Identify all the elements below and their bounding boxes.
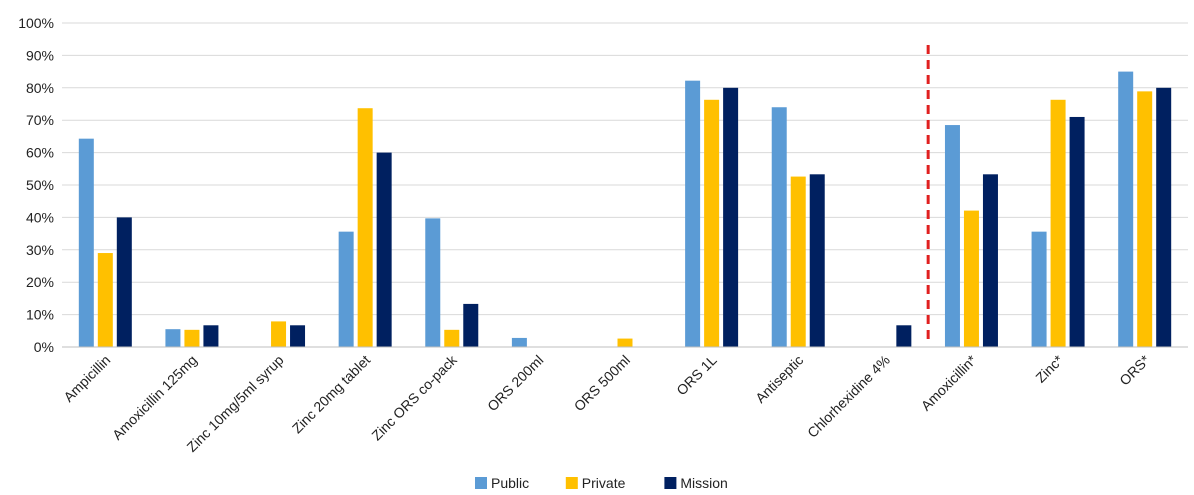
- y-tick-label: 10%: [26, 307, 54, 323]
- y-tick-label: 30%: [26, 242, 54, 258]
- bar-mission: [896, 325, 912, 347]
- x-tick-label: Zinc*: [1032, 351, 1066, 385]
- bar-mission: [203, 325, 219, 347]
- bar-public: [511, 337, 527, 347]
- bar-private: [1137, 91, 1153, 347]
- bar-public: [165, 329, 181, 347]
- y-tick-label: 0%: [34, 339, 54, 355]
- x-tick-label: ORS 500ml: [571, 352, 633, 414]
- bar-public: [1118, 71, 1134, 347]
- bar-mission: [1156, 87, 1172, 348]
- bar-private: [271, 321, 287, 347]
- x-tick-label: Amoxicillin*: [918, 351, 980, 413]
- bar-mission: [463, 303, 479, 347]
- bar-private: [1050, 99, 1066, 348]
- bar-private: [963, 210, 979, 347]
- legend-swatch: [565, 477, 578, 489]
- bar-mission: [116, 217, 132, 347]
- y-tick-label: 90%: [26, 47, 54, 63]
- bar-mission: [809, 174, 825, 347]
- bar-mission: [1069, 116, 1085, 348]
- bar-private: [704, 99, 720, 348]
- x-tick-label: Zinc 20mg tablet: [289, 352, 374, 437]
- bar-mission: [723, 87, 739, 348]
- bar-mission: [376, 152, 392, 347]
- legend-label: Private: [582, 475, 626, 491]
- x-tick-label: Ampicillin: [60, 352, 113, 405]
- bar-private: [617, 338, 633, 347]
- bar-public: [1031, 231, 1047, 347]
- bar-private: [357, 108, 373, 347]
- y-tick-label: 70%: [26, 112, 54, 128]
- bar-private: [97, 253, 113, 347]
- legend-label: Public: [491, 475, 529, 491]
- bar-mission: [982, 174, 998, 347]
- y-tick-label: 20%: [26, 274, 54, 290]
- x-tick-label: Zinc ORS co-pack: [368, 351, 460, 443]
- legend-swatch: [664, 477, 677, 489]
- gridlines: [62, 22, 1188, 316]
- bar-private: [790, 176, 806, 347]
- bar-public: [425, 218, 441, 347]
- bar-public: [944, 125, 960, 347]
- bar-public: [78, 138, 94, 347]
- bars: [78, 71, 1172, 348]
- y-tick-label: 100%: [18, 15, 54, 31]
- x-tick-label: ORS*: [1116, 351, 1153, 388]
- legend: Public Private Mission: [475, 475, 728, 491]
- x-tick-label: Zinc 10mg/5ml syrup: [183, 352, 286, 455]
- legend-swatch: [475, 477, 487, 489]
- x-tick-label: ORS 200ml: [484, 352, 546, 414]
- x-tick-label: Amoxicillin 125mg: [109, 352, 200, 443]
- bar-public: [771, 107, 787, 348]
- bar-public: [338, 231, 354, 347]
- x-tick-label: Antiseptic: [752, 352, 806, 406]
- bar-private: [184, 329, 200, 347]
- y-axis-ticks: 0% 10% 20% 30% 40% 50% 60% 70% 80% 90% 100%: [18, 15, 54, 355]
- x-tick-label: Chlorhexidine 4%: [804, 352, 893, 441]
- y-tick-label: 80%: [26, 80, 54, 96]
- bar-mission: [290, 325, 306, 347]
- bar-private: [444, 329, 460, 347]
- y-tick-label: 50%: [26, 177, 54, 193]
- y-tick-label: 60%: [26, 145, 54, 161]
- x-tick-label: ORS 1L: [673, 352, 720, 399]
- legend-label: Mission: [680, 475, 727, 491]
- bar-public: [685, 80, 701, 347]
- y-tick-label: 40%: [26, 209, 54, 225]
